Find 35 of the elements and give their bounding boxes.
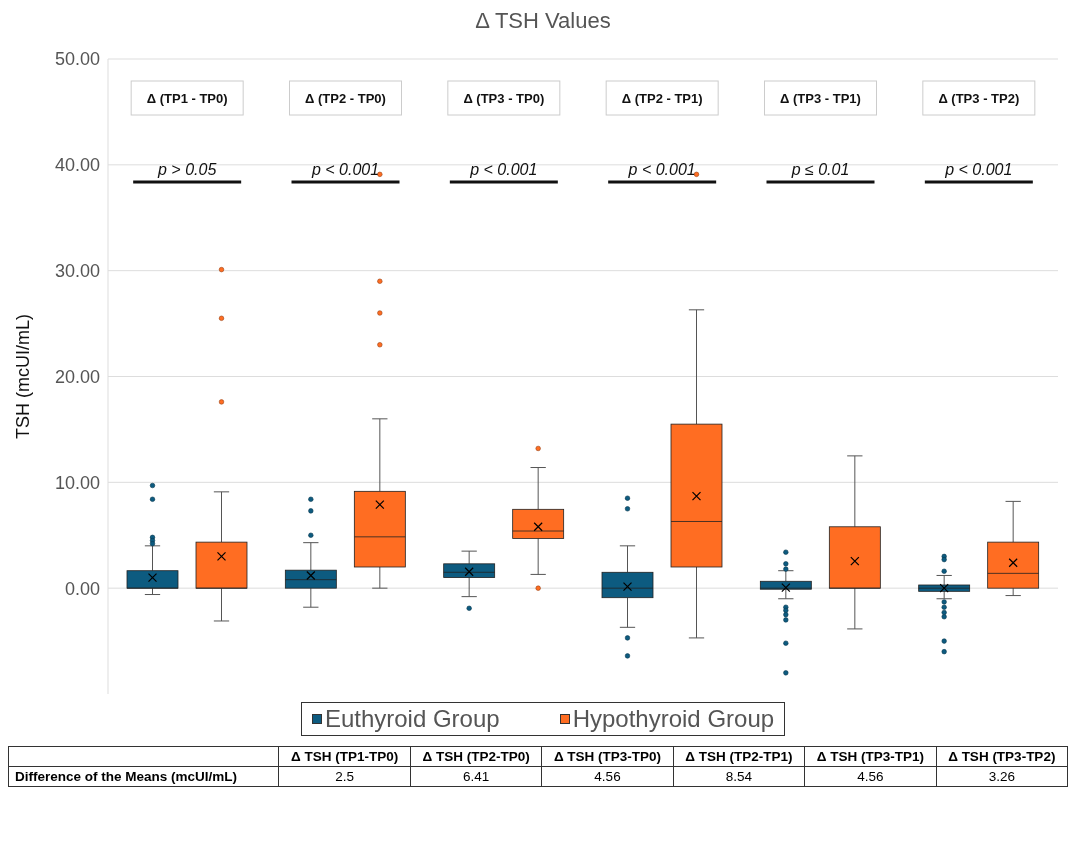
annotation: p ≤ 0.01 <box>790 161 850 178</box>
annotation: p > 0.05 <box>157 161 217 178</box>
text: Δ TSH (TP2-TP1) <box>673 746 805 767</box>
annotation: p < 0.001 <box>627 161 696 178</box>
y-tick-label: 10.00 <box>54 472 100 493</box>
text: 2.5 <box>278 766 411 787</box>
annotation: p < 0.001 <box>944 161 1013 178</box>
y-tick-label: 50.00 <box>54 49 100 70</box>
x-tick-label: Δ (TP3 - TP1) <box>780 91 861 106</box>
text: Δ TSH (TP3-TP1) <box>804 746 937 767</box>
text: Δ TSH (TP2-TP0) <box>410 746 542 767</box>
annotation: p < 0.001 <box>310 161 380 178</box>
text: Δ TSH (TP1-TP0) <box>278 746 411 767</box>
text: 6.41 <box>410 766 542 787</box>
legend-label: Euthyroid Group <box>323 705 500 733</box>
text: Difference of the Means (mcUI/mL) <box>8 766 279 787</box>
chart-title: Δ TSH Values <box>474 8 612 34</box>
text: 3.26 <box>936 766 1068 787</box>
y-tick-label: 40.00 <box>54 155 100 176</box>
x-tick-label: Δ (TP3 - TP2) <box>938 91 1020 106</box>
text: 4.56 <box>541 766 674 787</box>
text: Δ TSH (TP3-TP0) <box>541 746 674 767</box>
text: 4.56 <box>804 766 937 787</box>
legend-label: Hypothyroid Group <box>571 705 775 733</box>
text: Δ TSH (TP3-TP2) <box>936 746 1068 767</box>
y-axis-title: TSH (mcUI/mL) <box>13 314 34 439</box>
y-tick-label: 20.00 <box>54 366 100 387</box>
x-tick-label: Δ (TP2 - TP0) <box>305 91 386 106</box>
annotation: p < 0.001 <box>469 161 538 178</box>
x-tick-label: Δ (TP2 - TP1) <box>621 91 703 106</box>
y-tick-label: 30.00 <box>54 261 100 282</box>
y-tick-label: 0.00 <box>64 578 100 599</box>
x-tick-label: Δ (TP3 - TP0) <box>463 91 545 106</box>
x-tick-label: Δ (TP1 - TP0) <box>146 91 228 106</box>
text: 8.54 <box>673 766 805 787</box>
